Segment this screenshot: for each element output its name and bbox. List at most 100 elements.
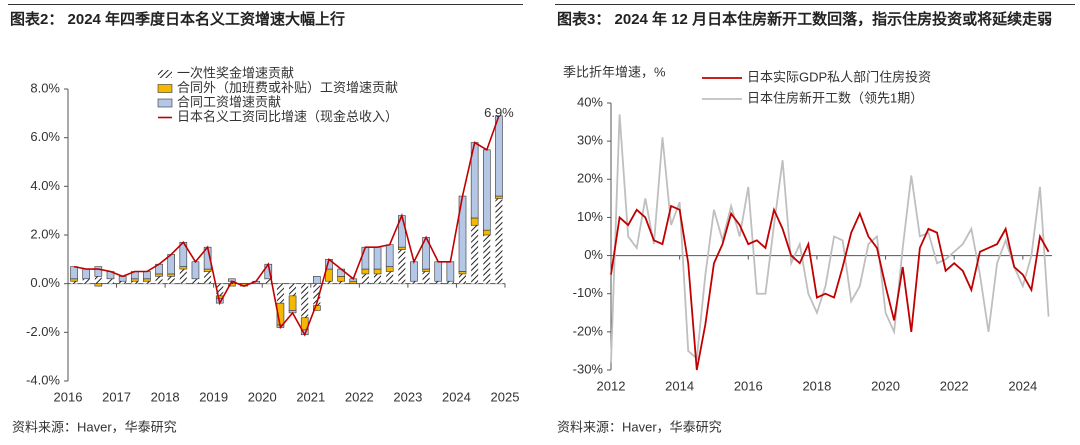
- legend-label: 一次性奖金增速贡献: [177, 65, 294, 80]
- series-line: [73, 115, 500, 337]
- bar-segment: [191, 261, 200, 280]
- bar-segment: [337, 281, 345, 284]
- y-tick-label: 40%: [577, 94, 603, 109]
- bar-segment: [264, 278, 272, 284]
- bar-segment: [179, 266, 188, 270]
- y-tick-label: -30%: [573, 361, 604, 376]
- bar-segment: [373, 268, 382, 275]
- x-tick-label: 2017: [102, 389, 131, 404]
- bar-segment: [155, 273, 163, 277]
- series-line: [610, 204, 1050, 371]
- bar-segment: [483, 235, 491, 284]
- bar-segment: [203, 268, 212, 272]
- bar-segment: [313, 276, 321, 284]
- bar-segment: [119, 281, 127, 284]
- bar-segment: [70, 281, 78, 284]
- legend-swatch: [158, 70, 172, 78]
- bar-segment: [337, 276, 345, 282]
- bar-segment: [106, 278, 114, 284]
- x-tick-label: 2016: [734, 378, 763, 393]
- bar-segment: [398, 246, 406, 250]
- y-tick-label: 2.0%: [30, 226, 60, 241]
- bar-segment: [143, 278, 151, 282]
- bar-segment: [385, 266, 394, 272]
- bar-segment: [191, 278, 199, 284]
- bar-segment: [82, 278, 90, 284]
- bar-segment: [94, 276, 102, 284]
- bar-segment: [204, 271, 212, 284]
- bar-segment: [471, 225, 479, 284]
- bar-segment: [422, 271, 430, 284]
- bar-segment: [349, 280, 358, 284]
- x-tick-label: 2022: [345, 389, 374, 404]
- separator: [555, 4, 1075, 5]
- bar-segment: [458, 271, 467, 275]
- bar-segment: [325, 281, 333, 284]
- bar-segment: [495, 195, 503, 199]
- legend-label: 日本住房新开工数（领先1期）: [747, 90, 923, 105]
- bar-segment: [288, 295, 297, 311]
- bar-segment: [143, 281, 151, 284]
- y-axis-label: 季比折年增速，%: [563, 64, 666, 79]
- x-tick-label: 2019: [199, 389, 228, 404]
- y-tick-label: 8.0%: [30, 80, 60, 95]
- y-tick-label: -2.0%: [26, 324, 60, 339]
- y-tick-label: -10%: [573, 285, 604, 300]
- x-tick-label: 2023: [393, 389, 422, 404]
- bar-segment: [495, 198, 503, 284]
- chart-title: 图表3： 2024 年 12 月日本住房新开工数回落，指示住房投资或将延续走弱: [557, 11, 1053, 28]
- x-tick-label: 2018: [802, 378, 831, 393]
- bar-segment: [131, 281, 139, 284]
- y-tick-label: 4.0%: [30, 178, 60, 193]
- legend-swatch: [157, 84, 173, 93]
- bar-segment: [373, 246, 382, 270]
- x-tick-label: 2025: [491, 389, 520, 404]
- bar-segment: [70, 266, 78, 280]
- y-tick-label: 0%: [584, 247, 603, 262]
- bar-segment: [410, 261, 418, 282]
- bar-segment: [276, 283, 284, 304]
- x-tick-label: 2022: [940, 378, 969, 393]
- source: 资料来源：Haver，华泰研究: [12, 419, 177, 434]
- x-tick-label: 2020: [871, 378, 900, 393]
- y-tick-label: 0.0%: [30, 275, 60, 290]
- bar-segment: [313, 305, 321, 311]
- bar-segment: [143, 271, 151, 280]
- bar-segment: [385, 244, 394, 267]
- separator: [8, 4, 523, 5]
- bar-segment: [94, 283, 103, 287]
- legend-label: 合同外（加班费或补贴）工资增速贡献: [177, 80, 398, 95]
- bar-segment: [434, 261, 443, 282]
- bar-segment: [495, 115, 503, 197]
- series-line: [610, 114, 1050, 363]
- bar-segment: [130, 278, 139, 282]
- bar-segment: [94, 266, 103, 277]
- x-tick-label: 2016: [54, 389, 83, 404]
- bar-segment: [482, 229, 491, 236]
- bar-segment: [459, 273, 467, 284]
- bar-segment: [470, 217, 479, 226]
- bar-segment: [386, 271, 394, 284]
- legend-swatch: [157, 98, 173, 108]
- bar-segment: [155, 276, 163, 284]
- bar-segment: [70, 278, 78, 282]
- bar-segment: [446, 261, 455, 282]
- y-tick-label: 6.0%: [30, 129, 60, 144]
- bar-segment: [167, 273, 175, 277]
- bar-segment: [398, 249, 406, 284]
- y-tick-label: 30%: [577, 133, 603, 148]
- x-tick-label: 2021: [296, 389, 325, 404]
- bar-segment: [434, 281, 442, 284]
- x-tick-label: 2012: [597, 378, 626, 393]
- source: 资料来源：Haver，华泰研究: [557, 419, 722, 434]
- x-tick-label: 2020: [248, 389, 277, 404]
- y-tick-label: -20%: [573, 323, 604, 338]
- x-tick-label: 2024: [442, 389, 471, 404]
- bar-segment: [179, 269, 187, 284]
- bar-segment: [216, 283, 224, 296]
- x-tick-label: 2024: [1008, 378, 1037, 393]
- bar-segment: [289, 283, 297, 296]
- annotation: 6.9%: [484, 105, 514, 120]
- y-tick-label: -4.0%: [26, 372, 60, 387]
